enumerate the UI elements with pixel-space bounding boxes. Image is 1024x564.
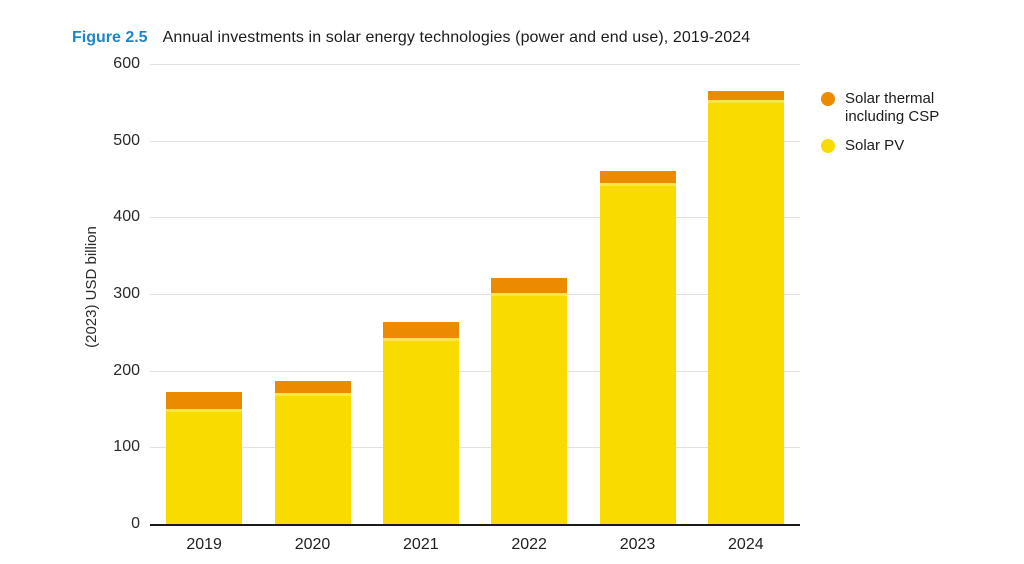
- y-tick-label-600: 600: [113, 55, 140, 72]
- bar-2021-solar-thermal-including-csp: [382, 321, 459, 338]
- x-tick-label-2020: 2020: [294, 536, 331, 553]
- bar-2022-solar-pv: [491, 293, 568, 524]
- legend-item: Solar thermal including CSP: [821, 90, 1006, 126]
- gridline-600: [150, 64, 800, 65]
- figure-title: Annual investments in solar energy techn…: [162, 29, 751, 46]
- x-tick-label-2022: 2022: [511, 536, 547, 553]
- y-tick-label-200: 200: [113, 361, 140, 379]
- gridline-400: [150, 217, 800, 219]
- bar-2024-solar-thermal-including-csp: [707, 90, 784, 101]
- y-tick-label-500: 500: [113, 131, 140, 149]
- legend-label: Solar PV: [845, 137, 905, 154]
- bar-2020-solar-pv: [274, 392, 351, 524]
- y-tick-label-300: 300: [113, 285, 140, 302]
- legend-swatch-icon: [821, 139, 835, 153]
- x-tick-label-2024: 2024: [728, 536, 764, 553]
- gridline-100: [150, 447, 800, 449]
- gridline-500: [150, 140, 800, 142]
- bar-2019-solar-pv: [166, 409, 243, 524]
- y-tick-label-0: 0: [131, 515, 140, 532]
- figure-header: Figure 2.5 Annual investments in solar en…: [72, 28, 750, 48]
- legend-item: Solar PV: [821, 137, 1006, 155]
- x-tick-label-2023: 2023: [619, 536, 656, 553]
- y-tick-label-100: 100: [113, 438, 140, 456]
- plot-area: [150, 64, 800, 526]
- bar-2020-solar-thermal-including-csp: [274, 380, 351, 393]
- y-tick-label-400: 400: [113, 208, 140, 226]
- chart-legend: Solar thermal including CSP Solar PV: [821, 90, 1006, 155]
- legend-swatch-icon: [821, 92, 835, 106]
- bar-2022-solar-thermal-including-csp: [491, 277, 568, 294]
- figure-label: Figure 2.5: [72, 29, 148, 46]
- x-tick-label-2021: 2021: [403, 536, 439, 553]
- bar-2024-solar-pv: [707, 100, 784, 524]
- legend-label: Solar thermal including CSP: [845, 90, 940, 125]
- bar-2023-solar-pv: [599, 182, 676, 524]
- gridline-200: [150, 370, 800, 372]
- bar-2019-solar-thermal-including-csp: [166, 392, 243, 409]
- x-tick-label-2019: 2019: [186, 536, 222, 553]
- bar-2023-solar-thermal-including-csp: [599, 171, 676, 183]
- gridline-300: [150, 294, 800, 295]
- bar-2021-solar-pv: [382, 337, 459, 524]
